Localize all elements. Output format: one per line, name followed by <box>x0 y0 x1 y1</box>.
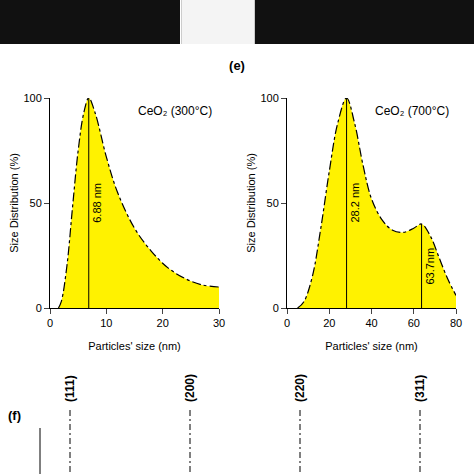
svg-text:(220): (220) <box>293 374 307 402</box>
svg-text:63.7nm: 63.7nm <box>424 248 436 285</box>
svg-text:Size Distribution (%): Size Distribution (%) <box>8 153 20 253</box>
svg-text:CeO₂ (300°C): CeO₂ (300°C) <box>138 104 212 118</box>
svg-text:CeO₂ (700°C): CeO₂ (700°C) <box>375 104 449 118</box>
svg-text:0: 0 <box>284 317 290 329</box>
svg-text:50: 50 <box>267 197 279 209</box>
svg-text:Size Distribution (%): Size Distribution (%) <box>245 153 257 253</box>
svg-text:Particles' size (nm): Particles' size (nm) <box>88 340 181 352</box>
svg-text:100: 100 <box>260 92 278 104</box>
svg-text:(200): (200) <box>183 374 197 402</box>
svg-text:100: 100 <box>23 92 41 104</box>
svg-text:(f): (f) <box>8 408 21 423</box>
svg-text:80: 80 <box>450 317 462 329</box>
svg-text:(311): (311) <box>413 375 427 402</box>
svg-text:20: 20 <box>323 317 335 329</box>
svg-text:0: 0 <box>36 302 42 314</box>
svg-text:20: 20 <box>157 317 169 329</box>
html-text:(e): (e) <box>229 58 245 73</box>
svg-text:30: 30 <box>213 317 225 329</box>
svg-text:28.2 nm: 28.2 nm <box>349 183 361 223</box>
svg-text:(111): (111) <box>63 375 77 402</box>
svg-text:6.88 nm: 6.88 nm <box>91 183 103 223</box>
svg-text:10: 10 <box>100 317 112 329</box>
svg-text:40: 40 <box>365 317 377 329</box>
svg-text:0: 0 <box>47 317 53 329</box>
svg-text:0: 0 <box>273 302 279 314</box>
svg-text:Particles' size (nm): Particles' size (nm) <box>325 340 418 352</box>
svg-text:50: 50 <box>30 197 42 209</box>
svg-text:60: 60 <box>408 317 420 329</box>
